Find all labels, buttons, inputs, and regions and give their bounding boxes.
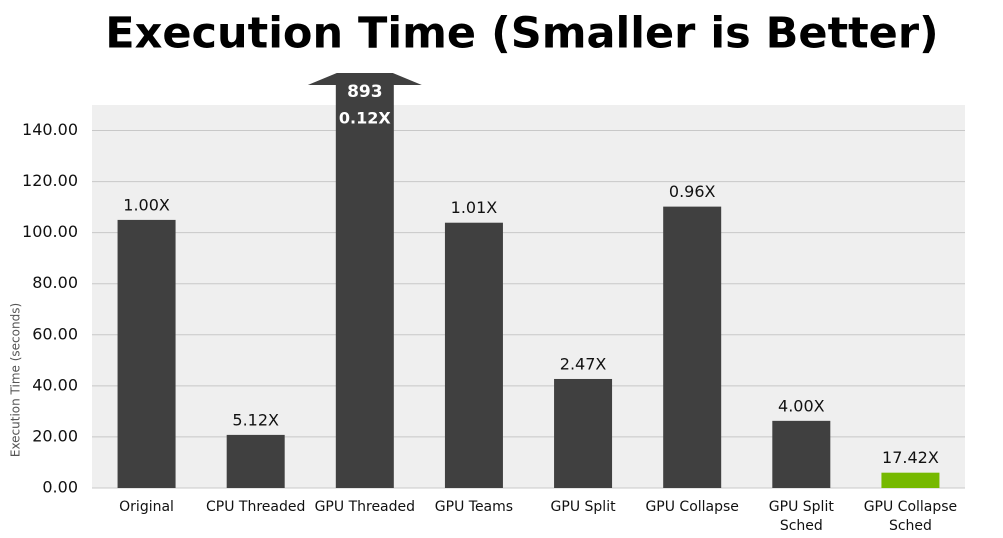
bar [226, 434, 285, 488]
bar [117, 219, 176, 488]
x-tick-label: GPU Threaded [314, 499, 416, 515]
y-tick-label: 40.00 [32, 375, 78, 394]
bar [554, 378, 613, 488]
speedup-label: 2.47X [560, 354, 607, 373]
x-tick-label: GPU Collapse Sched [863, 499, 958, 534]
y-tick-label: 0.00 [42, 478, 78, 497]
y-tick-label: 100.00 [22, 222, 78, 241]
overflow-arrow [307, 73, 422, 85]
speedup-label: 0.96X [669, 182, 716, 201]
plot-area [92, 105, 965, 488]
speedup-label: 5.12X [232, 410, 279, 429]
speedup-label: 1.00X [123, 195, 170, 214]
speedup-label: 0.12X [339, 109, 391, 128]
x-tick-label: GPU Collapse [645, 499, 739, 515]
y-tick-label: 120.00 [22, 171, 78, 190]
y-axis-label: Execution Time (seconds) [9, 303, 23, 457]
y-tick-label: 60.00 [32, 324, 78, 343]
chart-title: Execution Time (Smaller is Better) [105, 9, 938, 59]
x-tick-label: GPU Split Sched [768, 499, 834, 534]
x-tick-label: GPU Teams [434, 499, 514, 515]
bar [663, 206, 722, 488]
bar [881, 472, 940, 488]
bar [772, 420, 831, 488]
bar [335, 85, 394, 488]
y-tick-label: 80.00 [32, 273, 78, 292]
bar [444, 222, 503, 488]
x-tick-label: GPU Split [550, 499, 616, 515]
speedup-label: 17.42X [882, 448, 939, 467]
x-tick-label: Original [119, 499, 174, 515]
value-label: 893 [347, 82, 383, 102]
y-tick-label: 140.00 [22, 120, 78, 139]
y-tick-label: 20.00 [32, 426, 78, 445]
x-tick-label: CPU Threaded [206, 499, 306, 515]
speedup-label: 1.01X [451, 198, 498, 217]
speedup-label: 4.00X [778, 396, 825, 415]
